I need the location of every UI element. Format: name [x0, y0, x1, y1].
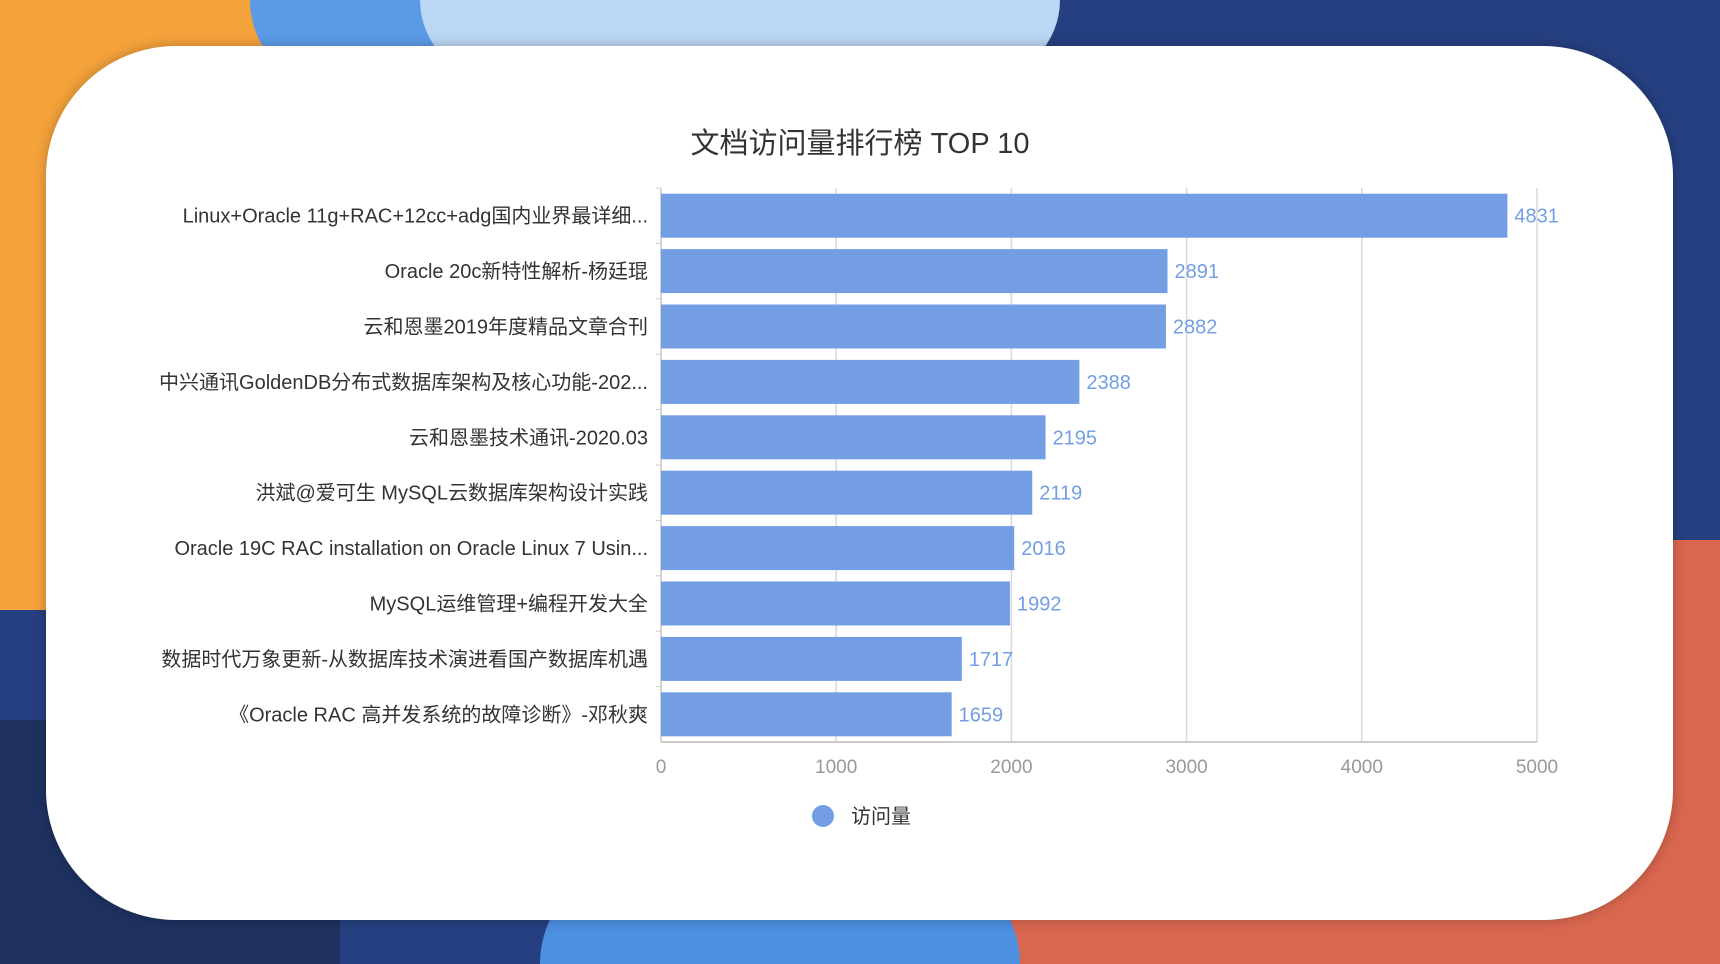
category-label: 中兴通讯GoldenDB分布式数据库架构及核心功能-202...: [159, 371, 648, 394]
x-tick-label: 1000: [815, 757, 857, 778]
x-tick-label: 5000: [1516, 757, 1558, 778]
value-label: 1992: [1017, 594, 1062, 616]
bar: [661, 692, 952, 737]
x-tick-label: 2000: [990, 757, 1032, 778]
bar: [661, 359, 1080, 404]
category-label: Oracle 19C RAC installation on Oracle Li…: [174, 538, 648, 560]
value-label: 2195: [1053, 427, 1098, 449]
bar: [661, 581, 1010, 626]
value-label: 1717: [969, 649, 1014, 671]
value-label: 2891: [1175, 261, 1220, 283]
category-label: Linux+Oracle 11g+RAC+12cc+adg国内业界最详细...: [183, 205, 648, 228]
bar: [661, 193, 1508, 238]
bar: [661, 526, 1015, 571]
category-label: 云和恩墨2019年度精品文章合刊: [364, 316, 649, 339]
bar: [661, 470, 1033, 515]
value-label: 1659: [959, 704, 1004, 726]
x-tick-label: 3000: [1165, 757, 1207, 778]
category-label: 洪斌@爱可生 MySQL云数据库架构设计实践: [255, 482, 648, 505]
value-label: 2119: [1039, 483, 1082, 505]
value-label: 2388: [1086, 372, 1131, 394]
x-tick-label: 0: [656, 757, 667, 778]
bar: [661, 636, 962, 681]
legend-label: 访问量: [851, 805, 911, 828]
category-label: 数据时代万象更新-从数据库技术演进看国产数据库机遇: [161, 648, 648, 671]
chart-title: 文档访问量排行榜 TOP 10: [691, 127, 1030, 160]
value-label: 2882: [1173, 317, 1218, 339]
bar: [661, 415, 1046, 460]
category-label: Oracle 20c新特性解析-杨廷琨: [385, 260, 648, 283]
category-label: MySQL运维管理+编程开发大全: [370, 593, 648, 616]
bar: [661, 304, 1166, 349]
category-label: 云和恩墨技术通讯-2020.03: [409, 426, 648, 449]
value-label: 4831: [1514, 206, 1559, 228]
value-label: 2016: [1021, 538, 1065, 560]
bar: [661, 249, 1168, 294]
legend-marker: [812, 805, 834, 827]
category-label: 《Oracle RAC 高并发系统的故障诊断》-邓秋爽: [229, 703, 648, 726]
x-tick-label: 4000: [1341, 757, 1383, 778]
